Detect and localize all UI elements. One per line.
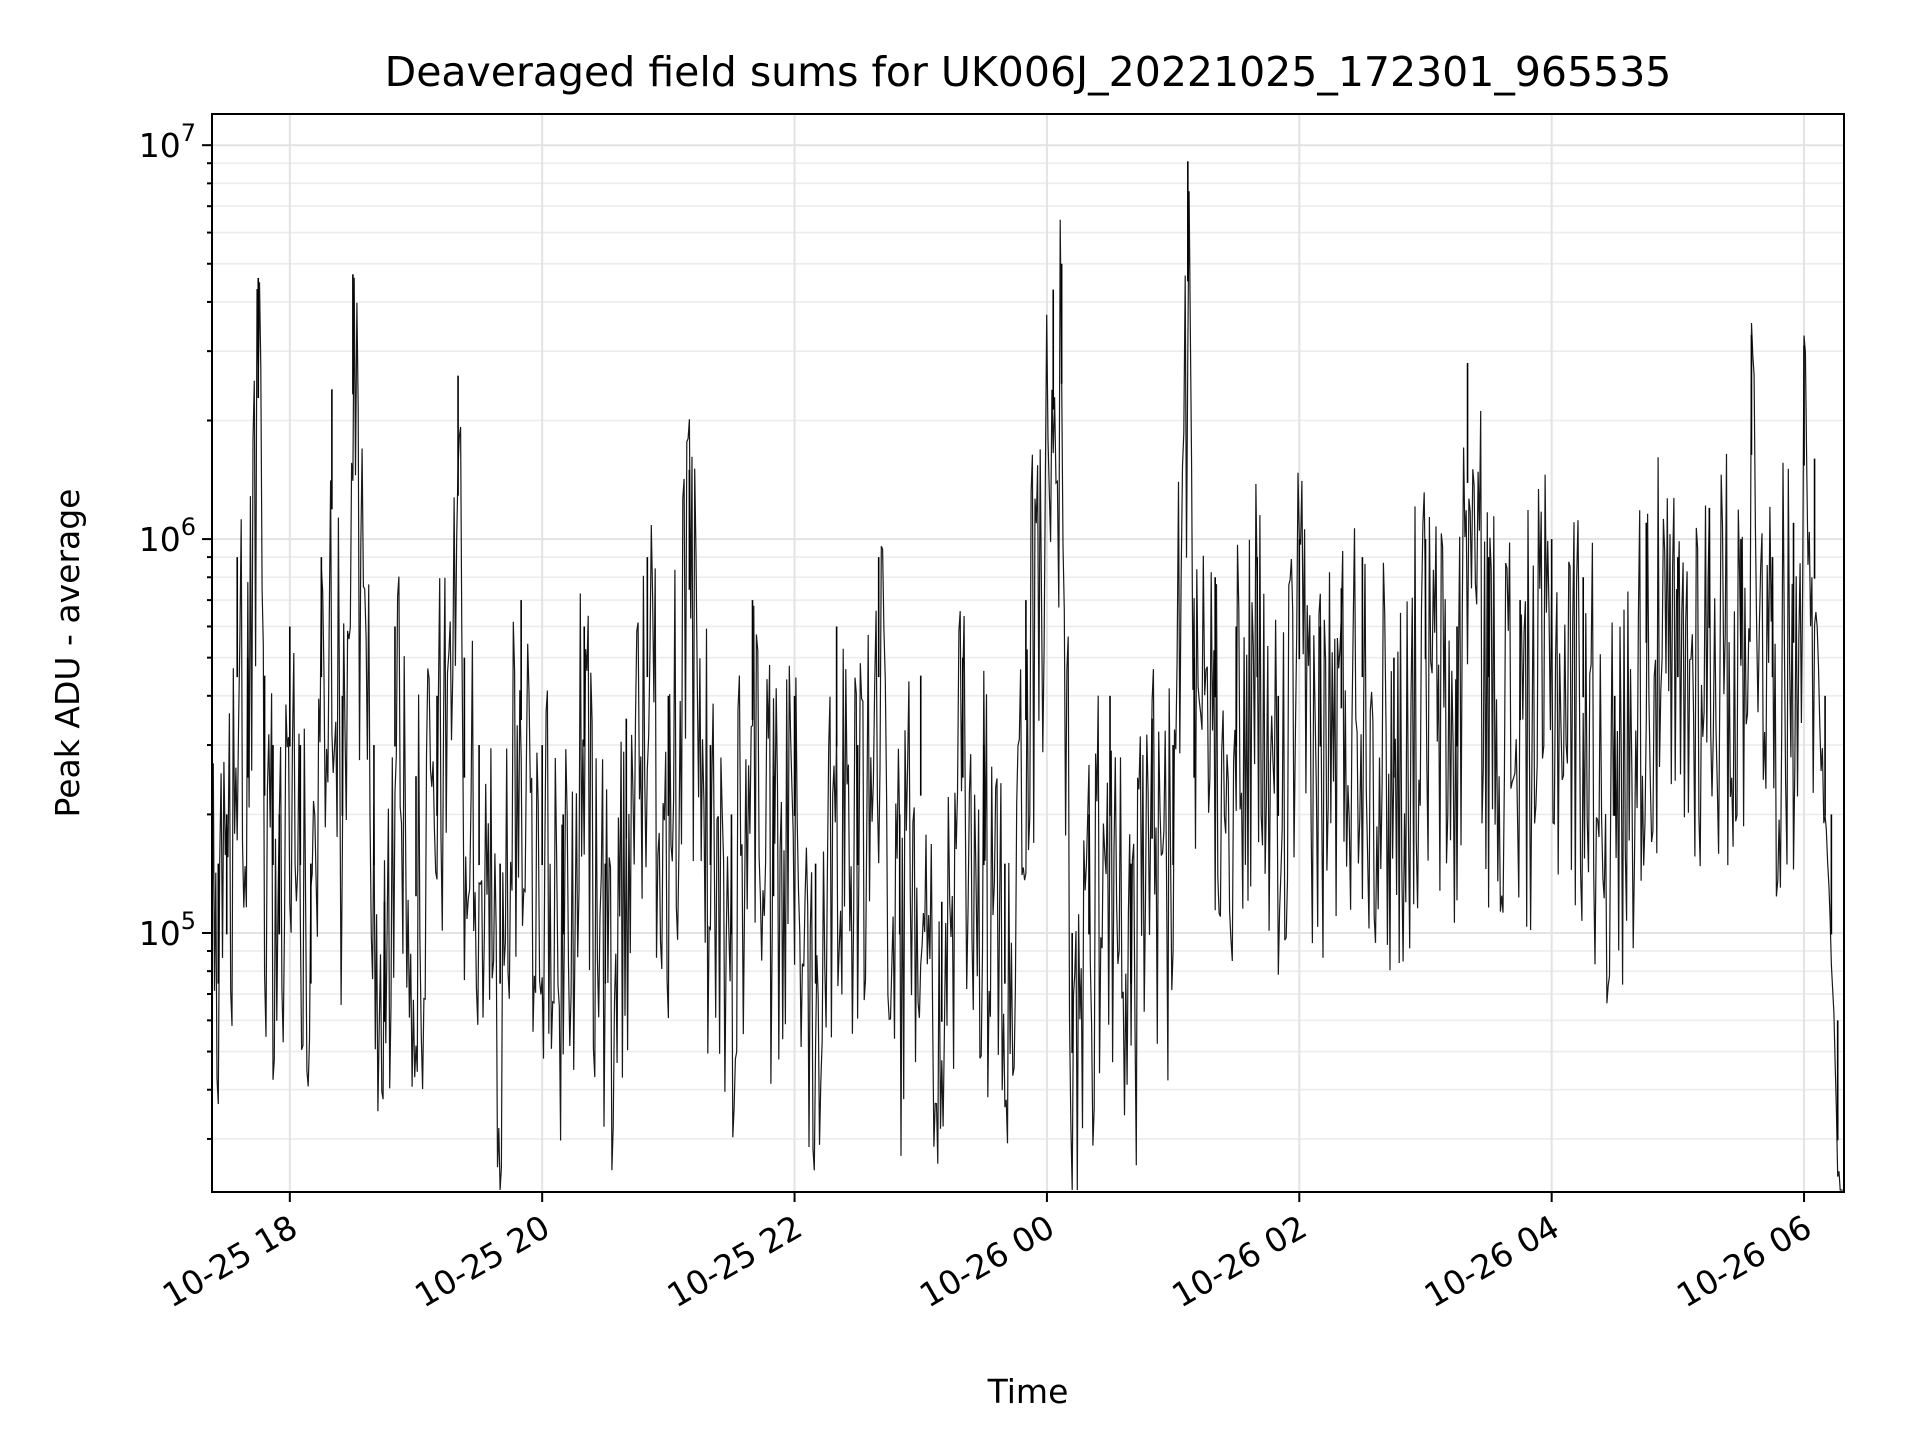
- x-tick-label: 10-25 18: [156, 1207, 304, 1315]
- grid-lines: [212, 114, 1844, 1192]
- x-tick-label: 10-26 02: [1165, 1207, 1313, 1315]
- chart-title: Deaveraged field sums for UK006J_2022102…: [385, 48, 1672, 96]
- x-tick-label: 10-26 06: [1670, 1207, 1818, 1315]
- y-axis-label: Peak ADU - average: [48, 489, 87, 818]
- x-tick-label: 10-25 20: [408, 1207, 556, 1315]
- y-tick-label: 105: [139, 907, 196, 953]
- y-tick-label: 106: [139, 513, 196, 559]
- x-axis-label: Time: [987, 1372, 1069, 1411]
- axes-frame: [211, 113, 1845, 1193]
- x-tick-label: 10-26 00: [913, 1207, 1061, 1315]
- x-tick-label: 10-25 22: [661, 1207, 809, 1315]
- series-trace-fill: [211, 191, 1843, 1191]
- y-tick-label: 107: [139, 119, 196, 165]
- x-tick-label: 10-26 04: [1418, 1207, 1566, 1315]
- plot-area: [211, 161, 1845, 1191]
